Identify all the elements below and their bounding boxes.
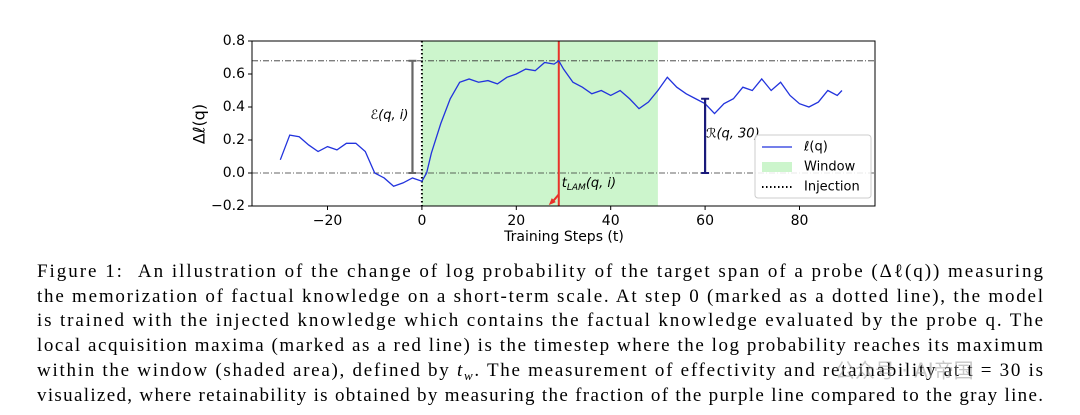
y-tick-label: −0.2 bbox=[211, 198, 245, 214]
caption-line: the memorization of factual knowledge on… bbox=[37, 286, 1043, 307]
lam-label-sub: LAM bbox=[567, 182, 586, 192]
caption-text: . The measurement of effectivity and ret… bbox=[474, 360, 1043, 381]
series-line bbox=[279, 59, 843, 187]
x-tick-label: 80 bbox=[791, 213, 809, 229]
x-tick-label: −20 bbox=[313, 213, 343, 229]
caption-math: t bbox=[457, 360, 463, 381]
retainability-label: ℛ(q, 30) bbox=[706, 127, 760, 142]
y-axis-label: Δℓ(q) bbox=[190, 104, 209, 144]
caption-label: Figure 1: bbox=[37, 261, 122, 282]
y-tick-label: 0.8 bbox=[223, 33, 245, 49]
window-shade bbox=[421, 41, 658, 206]
watermark: 公众号 · AI帝国 bbox=[835, 359, 974, 383]
plot-frame bbox=[251, 40, 876, 207]
y-tick-label: 0.4 bbox=[223, 99, 245, 115]
caption-text: An illustration of the change of log pro… bbox=[138, 261, 1044, 282]
caption-text: within the window (shaded area), defined… bbox=[37, 360, 455, 381]
x-tick-label: 0 bbox=[417, 213, 426, 229]
lam-label-rest: (q, i) bbox=[586, 175, 616, 190]
caption-line: local acquisition maxima (marked as a re… bbox=[37, 335, 1043, 356]
x-axis-label: Training Steps (t) bbox=[503, 229, 624, 245]
caption-math-sub: w bbox=[464, 368, 473, 383]
legend-label: Injection bbox=[804, 180, 860, 195]
caption-line: Figure 1: An illustration of the change o… bbox=[37, 261, 1043, 282]
x-tick-label: 60 bbox=[696, 213, 714, 229]
x-tick-label: 20 bbox=[507, 213, 525, 229]
lam-label: tLAM(q, i) bbox=[562, 175, 616, 192]
caption-line: within the window (shaded area), defined… bbox=[37, 360, 1043, 383]
effectivity-label: ℰ(q, i) bbox=[370, 108, 408, 123]
caption-line: visualized, where retainability is obtai… bbox=[37, 385, 1043, 406]
y-tick-label: 0.6 bbox=[223, 66, 245, 82]
caption-line: is trained with the injected knowledge w… bbox=[37, 310, 1043, 331]
lam-label-t: t bbox=[562, 175, 568, 190]
legend-label: ℓ(q) bbox=[803, 140, 828, 155]
y-tick-label: 0.0 bbox=[223, 165, 245, 181]
y-tick-label: 0.2 bbox=[223, 132, 245, 148]
legend-label: Window bbox=[804, 160, 856, 175]
legend-window-key bbox=[762, 162, 792, 172]
lam-arrow-head bbox=[548, 198, 556, 206]
x-tick-label: 40 bbox=[602, 213, 620, 229]
legend-box bbox=[754, 134, 872, 199]
